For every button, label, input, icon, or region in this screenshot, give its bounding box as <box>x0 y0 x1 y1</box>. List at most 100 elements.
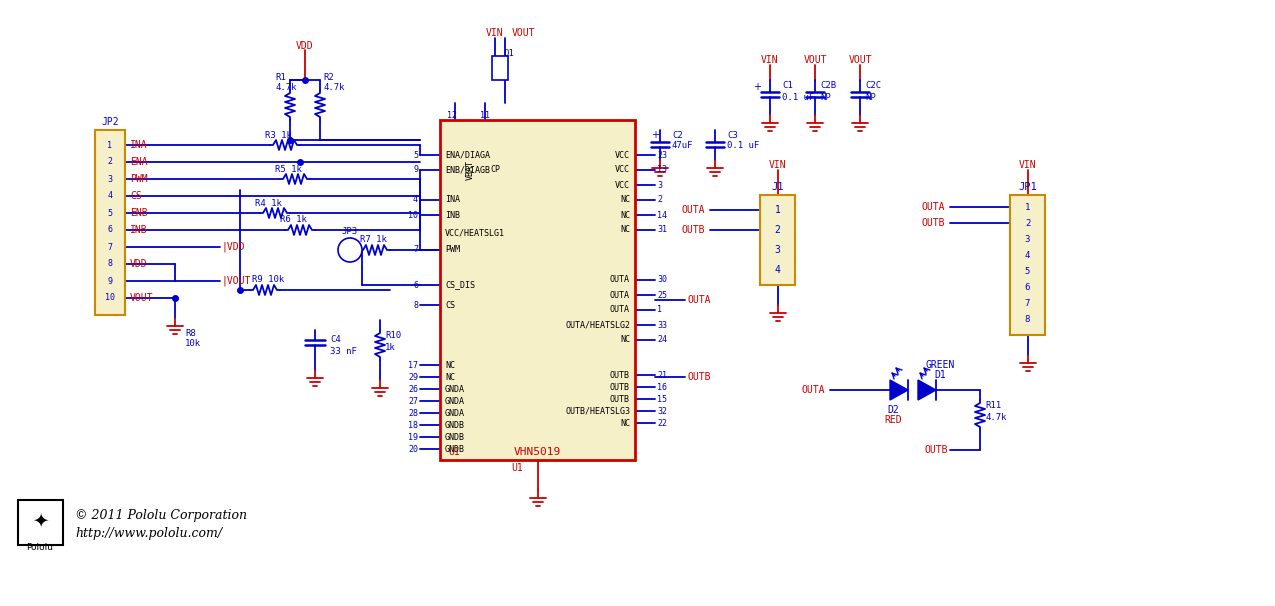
Text: R11: R11 <box>986 401 1001 410</box>
Text: VIN: VIN <box>1019 160 1037 170</box>
Text: U1: U1 <box>448 447 460 457</box>
Text: 2: 2 <box>1025 219 1030 227</box>
Text: R1: R1 <box>275 73 286 82</box>
Text: 25: 25 <box>657 290 667 299</box>
Text: D1: D1 <box>935 370 946 380</box>
Text: VDD: VDD <box>130 259 148 269</box>
Text: R2: R2 <box>323 73 334 82</box>
Text: R10: R10 <box>385 330 402 339</box>
Text: VOUT: VOUT <box>513 28 536 38</box>
Text: JP1: JP1 <box>1019 182 1037 192</box>
Text: OUTA: OUTA <box>922 202 945 212</box>
Text: OUTB: OUTB <box>687 372 710 382</box>
Text: OUTA: OUTA <box>682 205 705 215</box>
Text: 9: 9 <box>107 276 112 285</box>
Text: 1: 1 <box>1025 202 1030 211</box>
Text: 8: 8 <box>107 259 112 268</box>
Text: GNDA: GNDA <box>445 396 465 405</box>
Text: NC: NC <box>445 373 455 382</box>
Text: 18: 18 <box>408 421 418 430</box>
Text: ENB/DIAGB: ENB/DIAGB <box>445 165 490 175</box>
Text: R5 1k: R5 1k <box>275 164 302 173</box>
Text: +: + <box>754 82 761 92</box>
Text: NP: NP <box>864 93 876 101</box>
Polygon shape <box>918 380 936 400</box>
Polygon shape <box>890 380 908 400</box>
Text: VBAT: VBAT <box>465 160 474 180</box>
Text: OUTA: OUTA <box>609 276 630 284</box>
Text: NC: NC <box>620 419 630 427</box>
Text: CS: CS <box>445 301 455 310</box>
Bar <box>96 130 125 315</box>
Text: 7: 7 <box>413 245 418 255</box>
Text: Q1: Q1 <box>504 48 514 58</box>
Bar <box>440 120 635 460</box>
Text: 20: 20 <box>408 444 418 453</box>
Text: VOUT: VOUT <box>848 55 872 65</box>
Text: VDD: VDD <box>296 41 314 51</box>
Text: 1: 1 <box>107 141 112 150</box>
Text: 23: 23 <box>657 150 667 159</box>
Text: CS: CS <box>130 191 142 201</box>
Text: R3 1k: R3 1k <box>265 130 292 139</box>
Text: C4: C4 <box>330 336 340 344</box>
Text: VOUT: VOUT <box>803 55 826 65</box>
Text: GNDB: GNDB <box>445 444 465 453</box>
Text: CS_DIS: CS_DIS <box>445 281 476 290</box>
Text: 4: 4 <box>774 265 780 275</box>
Text: C2: C2 <box>672 130 682 139</box>
Text: CP: CP <box>490 165 500 175</box>
Text: 12: 12 <box>448 110 456 119</box>
Text: 11: 11 <box>479 110 490 119</box>
Text: OUTA: OUTA <box>609 305 630 315</box>
Text: D2: D2 <box>887 405 899 415</box>
Text: 4: 4 <box>413 196 418 204</box>
Text: 4.7k: 4.7k <box>323 84 344 93</box>
Text: PWM: PWM <box>445 245 460 255</box>
Text: NC: NC <box>445 361 455 370</box>
Text: NC: NC <box>620 210 630 219</box>
Text: 1: 1 <box>774 205 780 215</box>
Text: 7: 7 <box>1025 299 1030 307</box>
Text: VCC/HEATSLG1: VCC/HEATSLG1 <box>445 228 505 238</box>
Text: R9 10k: R9 10k <box>252 276 284 284</box>
Text: OUTB: OUTB <box>922 218 945 228</box>
Text: PWM: PWM <box>130 174 148 184</box>
Text: 6: 6 <box>107 225 112 235</box>
Text: GNDB: GNDB <box>445 433 465 442</box>
Text: GNDA: GNDA <box>445 408 465 418</box>
Text: ✦: ✦ <box>32 511 48 530</box>
Text: GREEN: GREEN <box>926 360 955 370</box>
Text: OUTB: OUTB <box>924 445 949 455</box>
Text: 27: 27 <box>408 396 418 405</box>
Text: © 2011 Pololu Corporation: © 2011 Pololu Corporation <box>75 508 247 522</box>
Text: R4 1k: R4 1k <box>255 199 282 207</box>
Text: NC: NC <box>620 336 630 344</box>
Text: R7 1k: R7 1k <box>360 236 386 244</box>
Text: OUTB: OUTB <box>609 395 630 404</box>
Text: 3: 3 <box>774 245 780 255</box>
Text: 22: 22 <box>657 419 667 427</box>
Text: 2: 2 <box>774 225 780 235</box>
Text: INB: INB <box>445 210 460 219</box>
Text: C2C: C2C <box>864 81 881 90</box>
Text: 4: 4 <box>107 191 112 201</box>
Text: NC: NC <box>620 196 630 204</box>
Text: VHN5019: VHN5019 <box>514 447 561 457</box>
Text: OUTB: OUTB <box>682 225 705 235</box>
Text: 2: 2 <box>657 196 662 204</box>
Text: OUTA: OUTA <box>802 385 825 395</box>
Text: 1k: 1k <box>385 342 395 351</box>
Text: 31: 31 <box>657 225 667 235</box>
Text: ENA/DIAGA: ENA/DIAGA <box>445 150 490 159</box>
Bar <box>1010 195 1046 335</box>
Text: 5: 5 <box>1025 267 1030 276</box>
Text: http://www.pololu.com/: http://www.pololu.com/ <box>75 527 222 539</box>
Text: 8: 8 <box>413 301 418 310</box>
Text: 1: 1 <box>657 305 662 315</box>
Text: 32: 32 <box>657 407 667 416</box>
Text: OUTA/HEATSLG2: OUTA/HEATSLG2 <box>565 321 630 330</box>
Text: 24: 24 <box>657 336 667 344</box>
Text: OUTB: OUTB <box>609 370 630 379</box>
Text: INA: INA <box>130 140 148 150</box>
